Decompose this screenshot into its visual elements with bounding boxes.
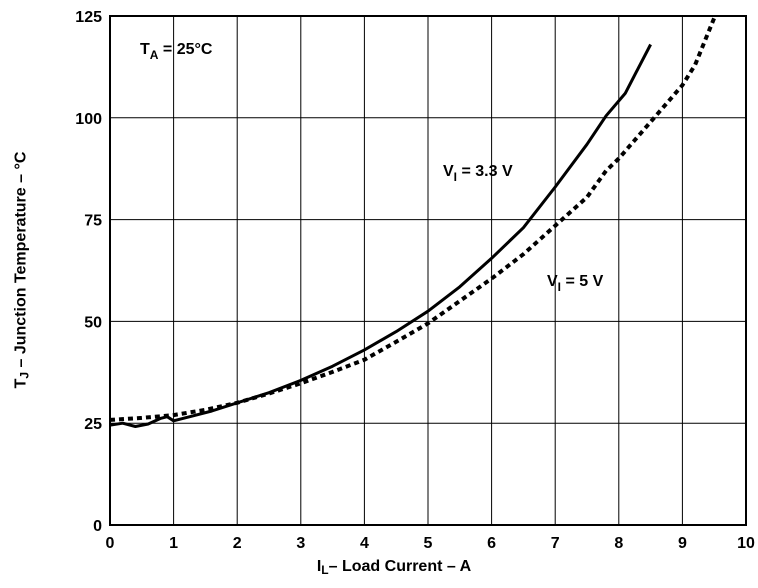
x-tick-label: 7 <box>551 535 560 552</box>
y-axis-label: TJ – Junction Temperature – °C <box>12 151 32 389</box>
annotation-v5: VI = 5 V <box>547 273 604 294</box>
y-tick-label: 100 <box>75 111 102 128</box>
y-tick-label: 125 <box>75 9 102 26</box>
series-line-v33 <box>109 43 652 428</box>
y-tick-label: 0 <box>93 518 102 535</box>
annotation-ta: TA = 25°C <box>140 41 213 62</box>
plot-frame <box>109 15 747 526</box>
y-axis-label-container: TJ – Junction Temperature – °C <box>2 0 42 588</box>
x-tick-label: 1 <box>169 535 178 552</box>
y-tick-label: 50 <box>84 314 102 331</box>
x-tick-label: 0 <box>106 535 115 552</box>
x-tick-label: 10 <box>737 535 755 552</box>
x-tick-label: 5 <box>424 535 433 552</box>
x-tick-label: 9 <box>678 535 687 552</box>
y-tick-label: 75 <box>84 213 102 230</box>
x-tick-label: 3 <box>296 535 305 552</box>
y-tick-label: 25 <box>84 416 102 433</box>
x-tick-label: 4 <box>360 535 369 552</box>
x-tick-label: 6 <box>487 535 496 552</box>
x-axis-label: IL– Load Current – A <box>316 558 472 577</box>
annotation-v33: VI = 3.3 V <box>443 163 513 184</box>
x-tick-label: 2 <box>233 535 242 552</box>
series-line-v5 <box>109 17 717 422</box>
x-tick-label: 8 <box>614 535 623 552</box>
